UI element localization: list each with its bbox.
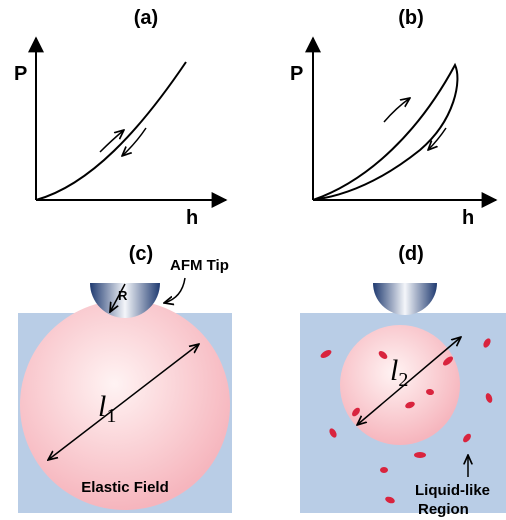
arrow <box>100 130 124 152</box>
hysteresis-loop <box>313 65 457 200</box>
panel-label: (a) <box>134 7 158 29</box>
panel-c: (c) R AFM Tip l1 Elastic Field <box>18 243 232 513</box>
curve <box>36 62 186 200</box>
axis-label: P <box>290 63 303 85</box>
region-label: Region <box>418 501 469 518</box>
panel-d: (d) l2 Liquid-like Region <box>300 243 506 518</box>
axis-label: h <box>462 207 474 229</box>
panel-b: (b) P h <box>290 7 496 229</box>
field-label: Elastic Field <box>81 479 169 496</box>
afm-tip <box>373 283 437 315</box>
tip-label: AFM Tip <box>170 257 229 274</box>
symbol: l <box>390 354 398 387</box>
panel-label: (c) <box>129 243 153 265</box>
symbol: l <box>98 390 106 423</box>
radius-label: R <box>118 288 128 303</box>
arrow <box>122 128 146 156</box>
figure: (a) P h (b) P h (c) R AFM Tip l1 Elastic… <box>0 0 506 520</box>
arrow <box>384 98 410 122</box>
panel-label: (d) <box>398 243 424 265</box>
region-label: Liquid-like <box>415 482 490 499</box>
panel-label: (b) <box>398 7 424 29</box>
axis-label: P <box>14 63 27 85</box>
subscript: 2 <box>398 369 408 391</box>
axis-label: h <box>186 207 198 229</box>
subscript: 1 <box>106 405 116 427</box>
pointer <box>164 278 185 303</box>
panel-a: (a) P h <box>14 7 226 229</box>
